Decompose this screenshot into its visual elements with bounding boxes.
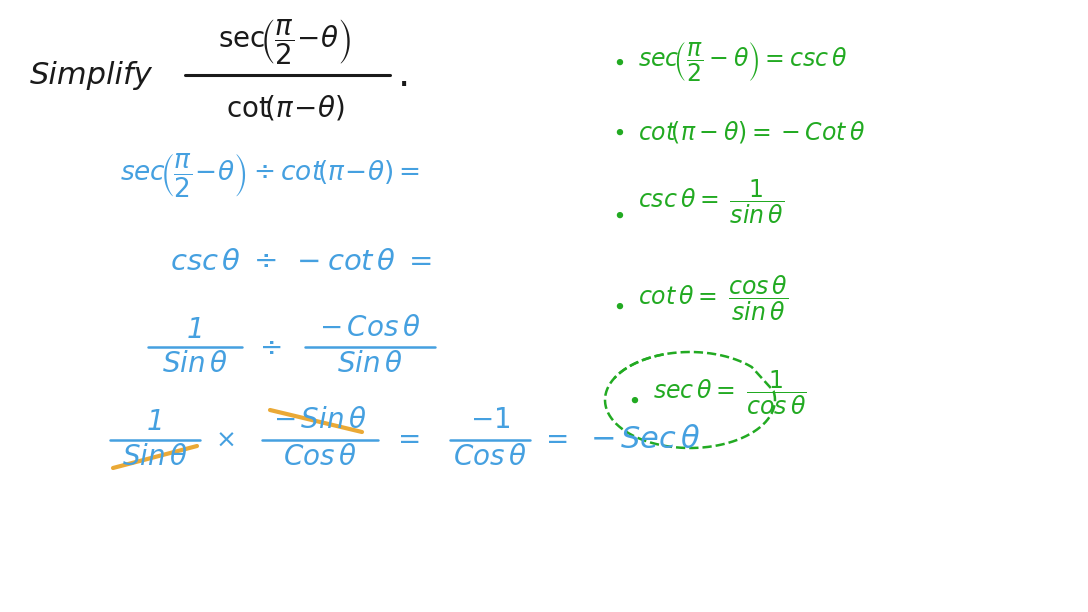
Text: =: = [546, 426, 570, 454]
Text: $cot\,\theta = \;\dfrac{cos\,\theta}{sin\,\theta}$: $cot\,\theta = \;\dfrac{cos\,\theta}{sin… [638, 274, 789, 323]
Text: .: . [398, 56, 410, 94]
Text: Simplify: Simplify [30, 61, 152, 89]
Text: $sec\!\left(\dfrac{\pi}{2}\!-\!\theta\right) \div cot\!\left(\pi\!-\!\theta\righ: $sec\!\left(\dfrac{\pi}{2}\!-\!\theta\ri… [120, 151, 420, 199]
Text: =: = [398, 426, 422, 454]
Text: $Sin\,\theta$: $Sin\,\theta$ [162, 350, 227, 378]
Text: $\div$: $\div$ [259, 333, 281, 361]
Text: $Cos\,\theta$: $Cos\,\theta$ [283, 443, 357, 471]
Text: 1: 1 [186, 316, 203, 344]
Text: $Cos\,\theta$: $Cos\,\theta$ [453, 443, 527, 471]
Text: $\mathrm{cot}\!\left(\pi\!-\!\theta\right)$: $\mathrm{cot}\!\left(\pi\!-\!\theta\righ… [225, 94, 344, 122]
Text: $csc\,\theta = \;\dfrac{1}{sin\,\theta}$: $csc\,\theta = \;\dfrac{1}{sin\,\theta}$ [638, 178, 784, 226]
Text: $-1$: $-1$ [470, 406, 510, 434]
Text: $csc\,\theta \;\div\; -cot\,\theta \;=$: $csc\,\theta \;\div\; -cot\,\theta \;=$ [170, 248, 432, 276]
Text: $\bullet$: $\bullet$ [611, 52, 625, 72]
Text: $\times$: $\times$ [215, 428, 235, 452]
Text: $sec\,\theta = \;\dfrac{1}{cos\,\theta}$: $sec\,\theta = \;\dfrac{1}{cos\,\theta}$ [653, 369, 806, 417]
Text: $sec\!\left( \dfrac{\pi}{2} - \theta \right) = csc\,\theta$: $sec\!\left( \dfrac{\pi}{2} - \theta \ri… [638, 40, 848, 84]
Text: $\mathrm{sec}\!\left(\dfrac{\pi}{2}\!-\!\theta\right)$: $\mathrm{sec}\!\left(\dfrac{\pi}{2}\!-\!… [219, 17, 351, 67]
Text: $Sin\,\theta$: $Sin\,\theta$ [337, 350, 403, 378]
Text: $-\,Cos\,\theta$: $-\,Cos\,\theta$ [319, 314, 421, 342]
Text: $Sin\,\theta$: $Sin\,\theta$ [122, 443, 188, 471]
Text: $\bullet$: $\bullet$ [611, 296, 625, 316]
Text: $\bullet$: $\bullet$ [611, 122, 625, 142]
Text: $cot\!\left( \pi - \theta \right) = -Cot\,\theta$: $cot\!\left( \pi - \theta \right) = -Cot… [638, 119, 865, 145]
Text: $\bullet$: $\bullet$ [611, 205, 625, 225]
Text: $-\,Sec\,\theta$: $-\,Sec\,\theta$ [590, 425, 701, 455]
Text: 1: 1 [146, 408, 164, 436]
Text: $\bullet$: $\bullet$ [627, 390, 640, 410]
Text: $-\,Sin\,\theta$: $-\,Sin\,\theta$ [273, 406, 367, 434]
